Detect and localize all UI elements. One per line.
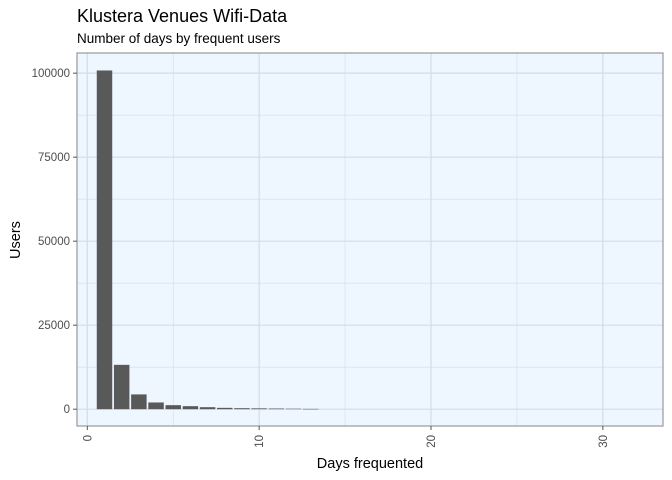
bar <box>234 408 250 410</box>
y-axis-ticks: 0 25000 50000 75000 100000 <box>32 68 77 416</box>
bar <box>113 364 130 410</box>
bar <box>148 402 164 410</box>
bar <box>182 406 199 410</box>
x-axis-title: Days frequented <box>317 456 423 472</box>
y-tick-label: 50000 <box>38 236 70 248</box>
bar <box>96 70 113 410</box>
plot-panel <box>77 53 663 426</box>
chart-subtitle: Number of days by frequent users <box>77 31 281 46</box>
y-tick-label: 25000 <box>38 320 70 332</box>
y-tick-label: 75000 <box>38 152 70 164</box>
bars <box>96 70 319 410</box>
grid-lines <box>77 53 663 426</box>
x-tick-label: 30 <box>598 435 610 448</box>
bar <box>131 394 147 410</box>
bar <box>268 408 285 410</box>
chart-title: Klustera Venues Wifi-Data <box>77 6 288 26</box>
bar <box>217 407 233 410</box>
bar <box>165 405 181 410</box>
y-axis-title: Users <box>8 221 24 259</box>
y-tick-label: 100000 <box>32 68 70 80</box>
bar <box>302 408 319 410</box>
bar <box>199 407 216 410</box>
bar <box>251 408 267 410</box>
x-tick-label: 0 <box>82 435 94 441</box>
y-tick-label: 0 <box>64 404 70 416</box>
x-tick-label: 20 <box>426 435 438 448</box>
panel-border <box>76 52 664 427</box>
x-axis-ticks: 0 10 20 30 <box>82 426 610 448</box>
bar <box>285 408 302 410</box>
x-tick-label: 10 <box>254 435 266 448</box>
